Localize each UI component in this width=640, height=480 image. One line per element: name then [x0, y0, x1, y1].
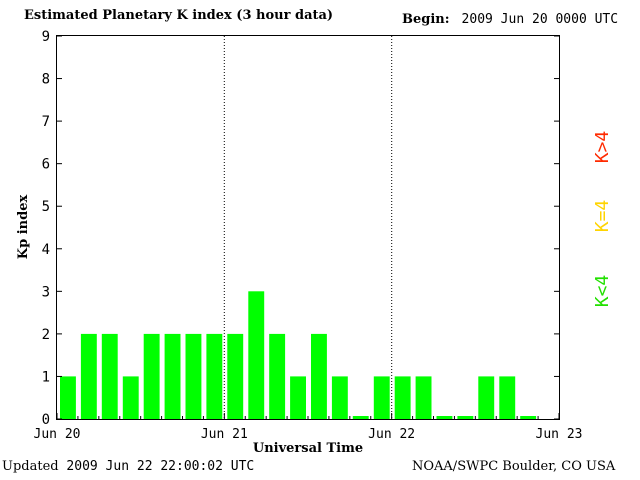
- y-tick-label: 2: [42, 327, 50, 343]
- legend-label: K>4: [592, 131, 613, 164]
- y-tick-label: 9: [42, 29, 50, 45]
- updated-value: 2009 Jun 22 22:00:02 UTC: [66, 459, 255, 474]
- x-tick-label: Jun 23: [536, 427, 583, 442]
- kp-bar: [80, 333, 97, 419]
- legend: K>4 K=4 K<4: [592, 131, 613, 308]
- organization: NOAA/SWPC Boulder, CO USA: [412, 459, 616, 474]
- day-separators: [223, 36, 393, 419]
- kp-bar: [394, 376, 411, 419]
- x-tick-label: Jun 20: [34, 427, 81, 442]
- kp-bar: [457, 416, 474, 419]
- kp-bar: [185, 333, 202, 419]
- kp-bar: [331, 376, 348, 419]
- chart-title: Estimated Planetary K index (3 hour data…: [24, 8, 334, 23]
- y-tick-label: 0: [42, 412, 50, 428]
- kp-bar: [60, 376, 76, 419]
- y-tick-label: 3: [42, 284, 50, 300]
- kp-bar: [290, 376, 306, 419]
- y-axis-ticks: 0 1 2 3 4 5 6 7 8 9: [42, 29, 559, 428]
- kp-bar: [415, 376, 432, 419]
- x-tick-label: Jun 21: [201, 427, 248, 442]
- y-tick-label: 6: [42, 157, 50, 173]
- kp-bar: [352, 416, 369, 419]
- kp-bar: [143, 333, 160, 419]
- kp-bar: [227, 333, 244, 419]
- kp-bar: [311, 333, 327, 419]
- kp-bar: [269, 333, 286, 419]
- y-tick-label: 7: [42, 114, 50, 130]
- kp-bar: [122, 376, 139, 419]
- y-axis-label: Kp index: [16, 195, 31, 260]
- plot-frame: [56, 35, 560, 420]
- x-axis-label: Universal Time: [253, 441, 363, 456]
- bars-group: [60, 291, 537, 419]
- begin-label: Begin:: [402, 12, 450, 27]
- kp-bar: [248, 291, 265, 419]
- updated-time: Updated 2009 Jun 22 22:00:02 UTC: [2, 459, 254, 474]
- kp-bar: [164, 333, 181, 419]
- y-tick-label: 8: [42, 72, 50, 88]
- x-tick-label: Jun 22: [368, 427, 415, 442]
- legend-label: K<4: [592, 275, 613, 308]
- y-tick-label: 4: [42, 242, 50, 258]
- begin-value: 2009 Jun 20 0000 UTC: [461, 12, 619, 27]
- y-tick-label: 5: [42, 199, 50, 215]
- kp-bar: [373, 376, 390, 419]
- kp-bar: [478, 376, 495, 419]
- kp-bar: [101, 333, 118, 419]
- updated-label: Updated: [2, 459, 59, 474]
- kp-bar: [520, 416, 537, 419]
- x-axis-ticks: Jun 20 Jun 21 Jun 22 Jun 23: [34, 413, 583, 442]
- begin-time: Begin: 2009 Jun 20 0000 UTC: [402, 12, 618, 27]
- kp-bar: [436, 416, 453, 419]
- kp-bar: [499, 376, 516, 419]
- y-tick-label: 1: [42, 369, 50, 385]
- kp-bar: [206, 333, 223, 419]
- legend-label: K=4: [592, 200, 613, 233]
